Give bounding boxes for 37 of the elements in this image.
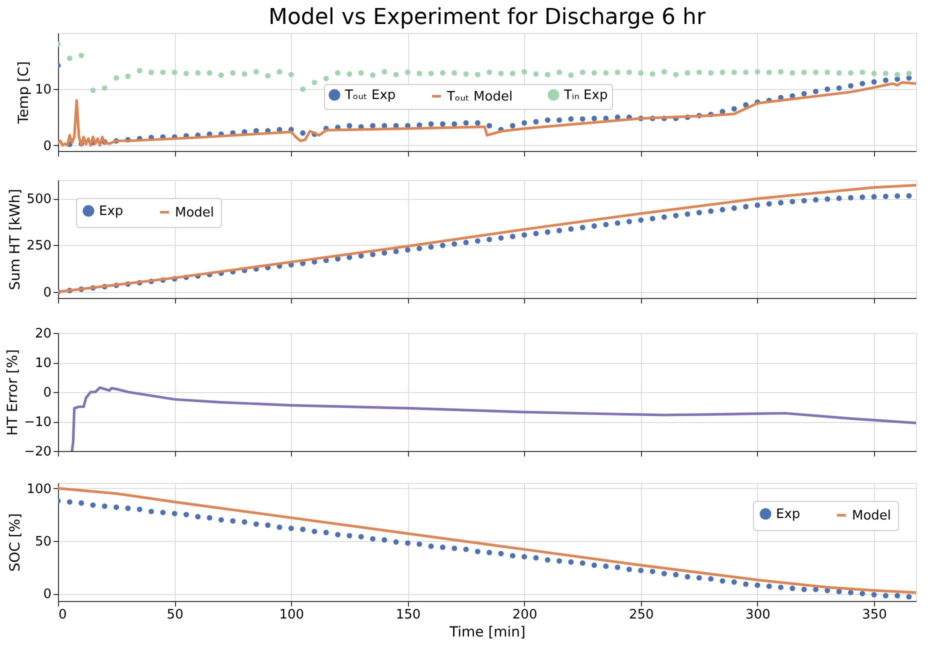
legend-label: Tₒᵤₜ Exp — [344, 88, 396, 103]
legend-label: Tᵢₙ Exp — [562, 88, 608, 103]
y-axis-title: Sum HT [kWh] — [8, 188, 24, 290]
y-tick-label: 500 — [26, 192, 52, 208]
legend-label: Model — [175, 205, 214, 220]
y-tick-label: 50 — [34, 534, 52, 550]
x-tick-label: 0 — [58, 608, 67, 622]
y-axis-title: Temp [C] — [16, 61, 32, 125]
x-tick-label: 100 — [279, 608, 304, 622]
line-series — [70, 386, 916, 451]
y-tick-label: 20 — [34, 326, 52, 342]
legend-label: Model — [852, 508, 892, 524]
y-tick-label: −10 — [24, 415, 52, 430]
x-tick-label: 250 — [628, 608, 654, 622]
y-tick-label: −20 — [24, 444, 52, 460]
x-tick-label: 150 — [396, 608, 421, 622]
x-tick-label: 50 — [166, 608, 184, 622]
y-tick-label: 10 — [34, 82, 52, 98]
x-axis-title: Time [min] — [448, 624, 526, 640]
x-tick-label: 350 — [862, 608, 887, 622]
x-tick-label: 200 — [512, 608, 538, 622]
x-tick-label: 300 — [746, 608, 770, 622]
y-axis-title: HT Error [%] — [5, 349, 22, 436]
y-tick-label: 250 — [26, 238, 52, 254]
legend-label: Exp — [99, 204, 124, 219]
legend-label: Exp — [776, 506, 800, 522]
y-tick-label: 0 — [43, 138, 52, 154]
chart-title: Model vs Experiment for Discharge 6 hr — [268, 5, 706, 30]
y-tick-label: 0 — [43, 587, 52, 602]
line-series — [58, 486, 916, 594]
y-tick-label: 100 — [26, 482, 52, 497]
y-tick-label: 10 — [34, 356, 52, 371]
legend-label: Tₒᵤₜ Model — [446, 89, 513, 104]
y-tick-label: 0 — [43, 386, 52, 400]
y-axis-title: SOC [%] — [8, 513, 24, 572]
y-tick-label: 0 — [43, 285, 52, 300]
line-series — [58, 81, 916, 147]
